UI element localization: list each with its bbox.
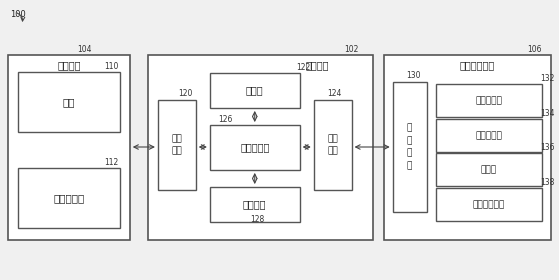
Text: 光学测量设备: 光学测量设备 <box>460 60 495 70</box>
Text: 深度摄像机: 深度摄像机 <box>476 131 503 140</box>
Bar <box>8 55 130 240</box>
Text: 中央控制器: 中央控制器 <box>240 143 269 153</box>
Text: 138: 138 <box>541 178 555 187</box>
Bar <box>148 55 373 240</box>
Bar <box>383 55 552 240</box>
Text: 主控设备: 主控设备 <box>306 60 329 70</box>
Bar <box>314 100 352 190</box>
Text: 电机控制模块: 电机控制模块 <box>473 200 505 209</box>
Bar <box>210 73 300 108</box>
Text: 106: 106 <box>528 45 542 54</box>
Text: 124: 124 <box>328 89 342 98</box>
Text: 136: 136 <box>541 143 555 152</box>
Text: 122: 122 <box>296 63 310 72</box>
Text: 120: 120 <box>178 89 192 98</box>
Text: 130: 130 <box>406 71 421 80</box>
Bar <box>18 72 120 132</box>
Bar <box>18 168 120 228</box>
Text: 传送台: 传送台 <box>481 165 497 174</box>
Text: 126: 126 <box>218 115 232 124</box>
Bar <box>435 119 542 152</box>
Bar <box>392 82 427 212</box>
Text: 132: 132 <box>541 74 555 83</box>
Text: 控制按钮: 控制按钮 <box>243 200 267 209</box>
Text: 数
据
接
口: 数 据 接 口 <box>407 124 413 170</box>
Text: 134: 134 <box>541 109 555 118</box>
Text: 设备
驱动: 设备 驱动 <box>172 134 182 156</box>
Text: 112: 112 <box>104 158 118 167</box>
Bar <box>435 188 542 221</box>
Text: 128: 128 <box>250 215 264 224</box>
Text: 光幕传感器: 光幕传感器 <box>476 96 503 105</box>
Text: 104: 104 <box>77 45 92 54</box>
Text: 喷涂设备: 喷涂设备 <box>57 60 80 70</box>
Text: 模型
接口: 模型 接口 <box>328 134 338 156</box>
Bar <box>435 153 542 186</box>
Text: 110: 110 <box>104 62 119 71</box>
Bar <box>210 187 300 222</box>
Text: 100: 100 <box>10 10 26 19</box>
Bar <box>435 84 542 117</box>
Text: 喷枪: 喷枪 <box>63 97 75 107</box>
Bar <box>158 100 196 190</box>
Text: 显示器: 显示器 <box>246 85 263 95</box>
Text: 102: 102 <box>345 45 359 54</box>
Text: 喷涂机器人: 喷涂机器人 <box>53 193 84 203</box>
Bar <box>210 125 300 170</box>
